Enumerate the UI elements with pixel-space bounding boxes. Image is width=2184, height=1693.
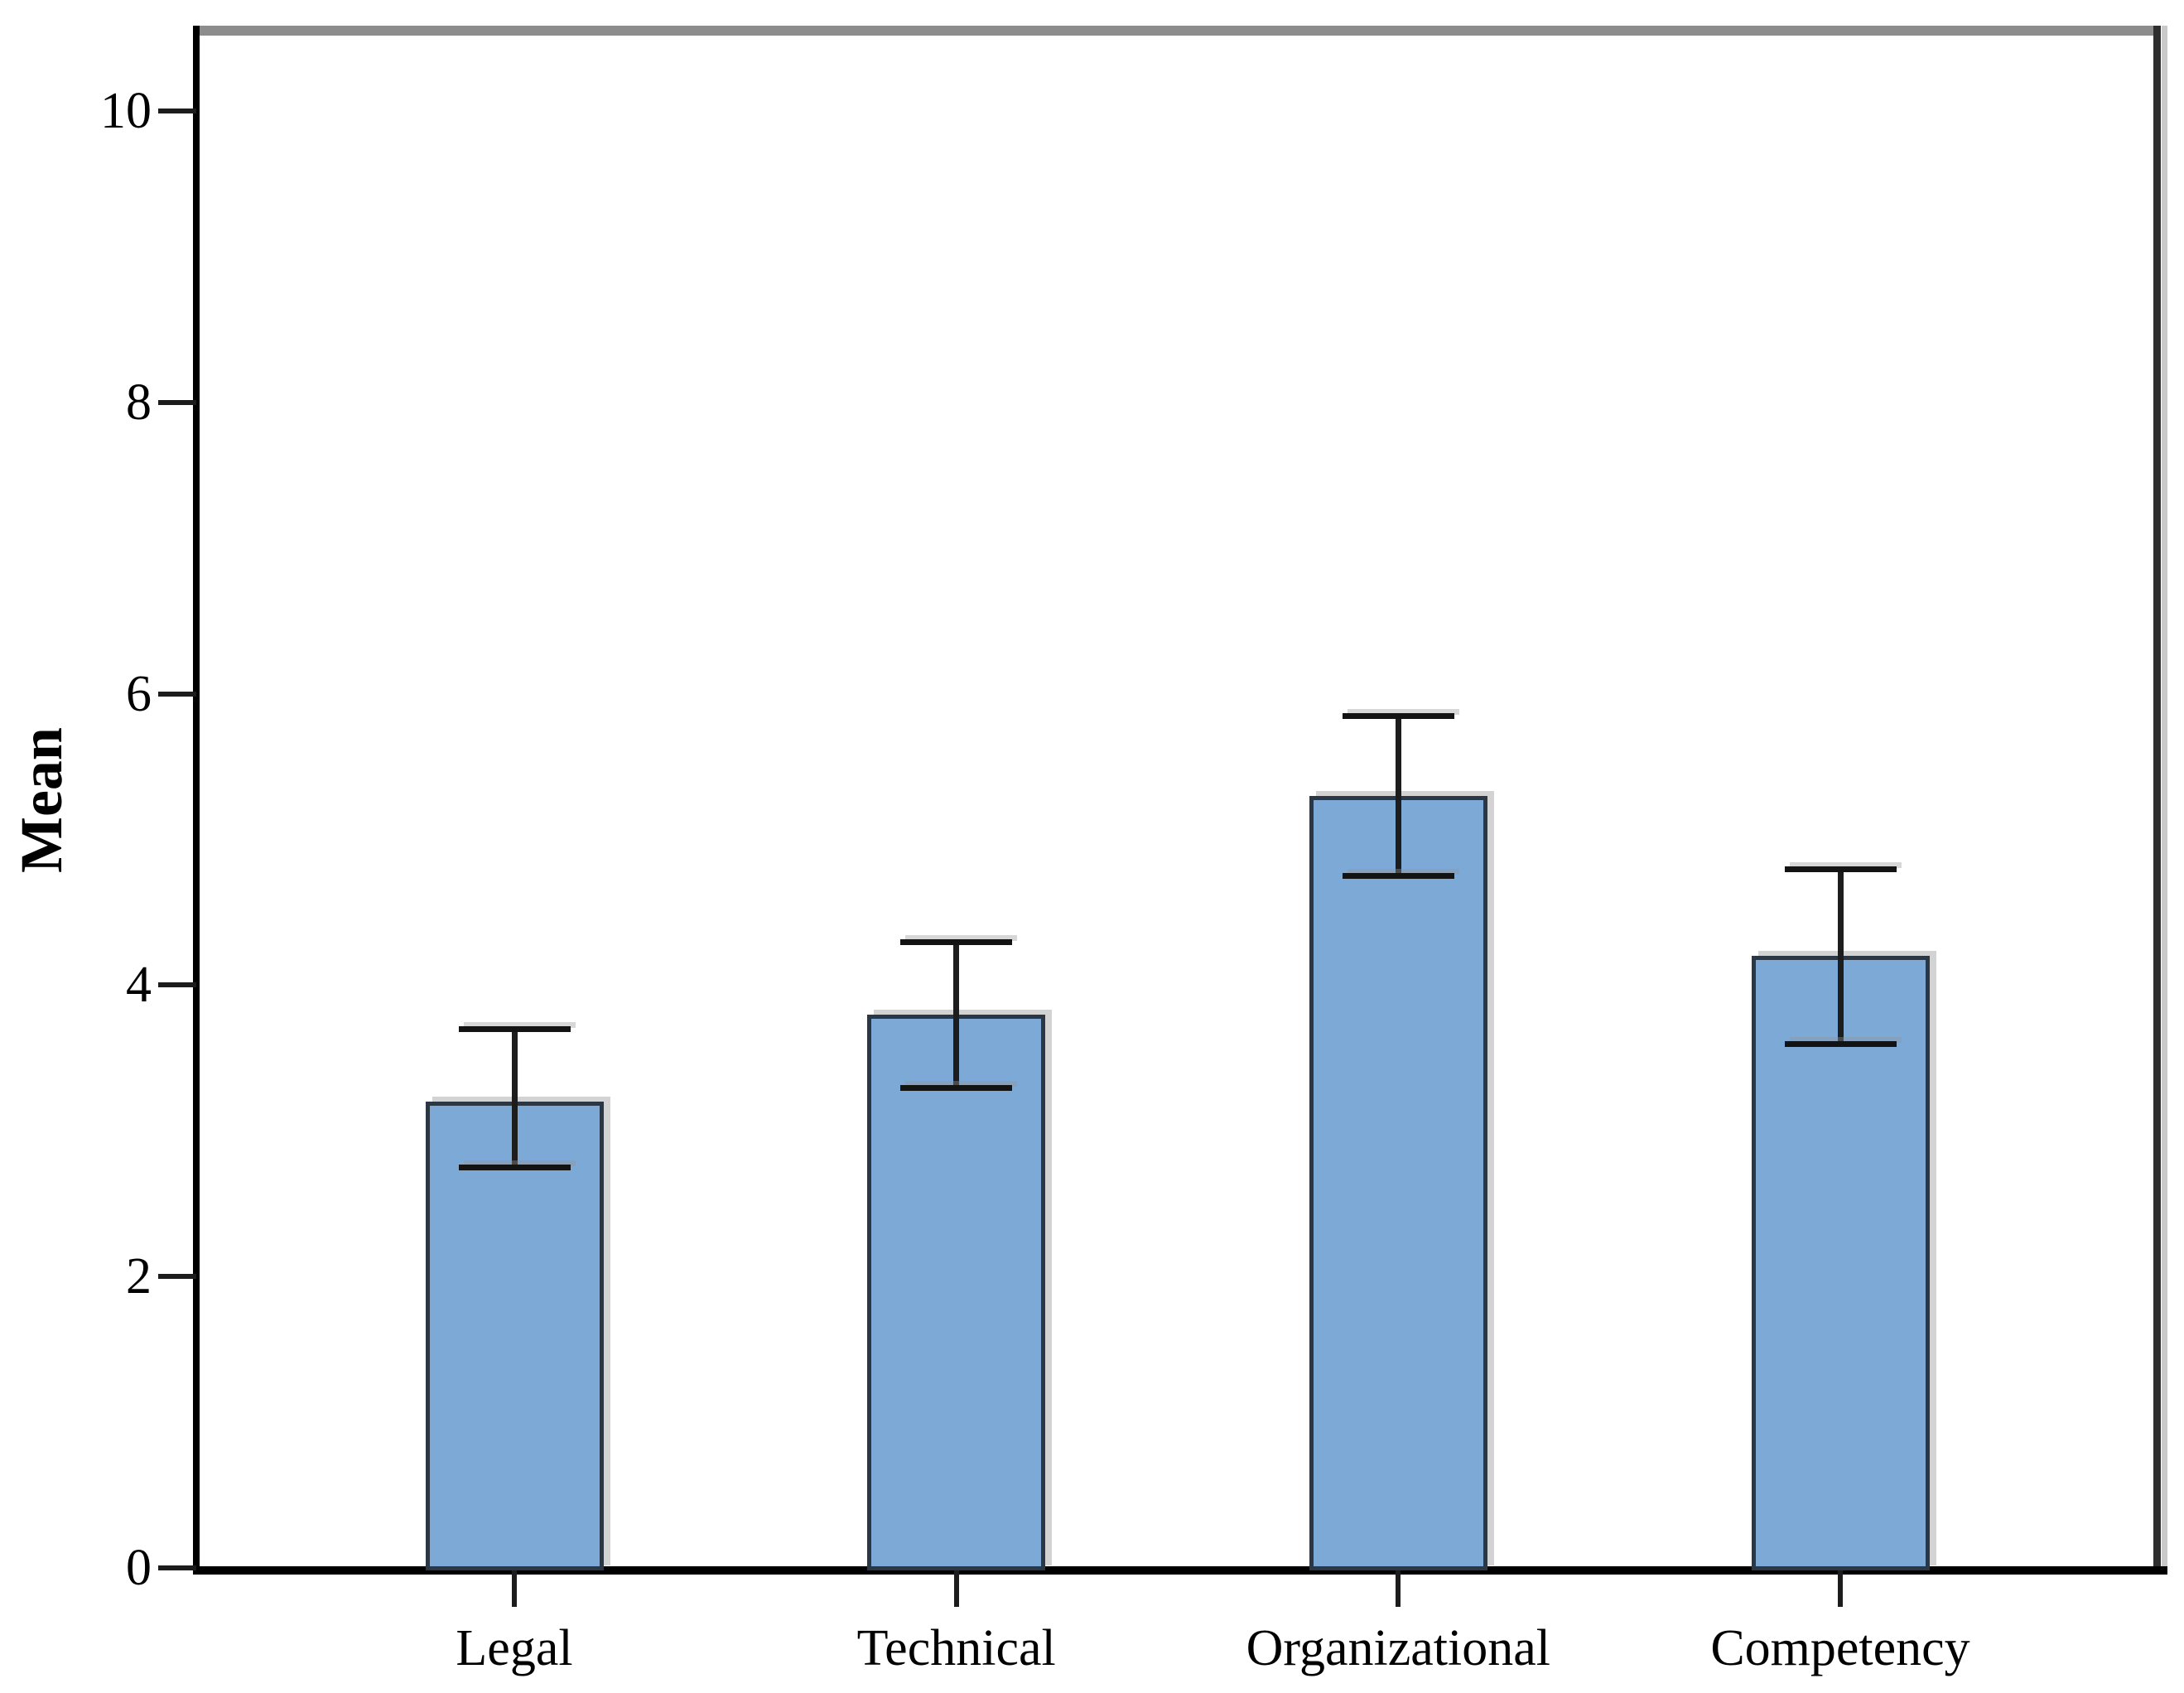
y-tick-label: 8	[126, 374, 152, 431]
plot-frame-right-border	[2153, 26, 2161, 1570]
error-bar-cap-bottom	[900, 1084, 1013, 1091]
y-tick-label: 10	[100, 83, 152, 139]
error-bar-cap-top	[1784, 866, 1897, 872]
x-tick-mark	[1838, 1570, 1843, 1607]
error-bar-cap-top	[458, 1026, 571, 1033]
error-bar-cap-top	[1342, 712, 1454, 719]
error-bar-cap-bottom	[1784, 1040, 1897, 1047]
error-bar-cap-bottom	[1342, 873, 1454, 880]
plot-frame-top-border	[196, 26, 2161, 36]
x-category-label: Technical	[856, 1620, 1056, 1676]
y-tick-label: 6	[126, 665, 152, 722]
bar-legal	[425, 1102, 604, 1570]
plot-frame-right-ghost	[2162, 26, 2167, 1570]
y-tick-mark	[158, 982, 196, 988]
x-category-label: Legal	[456, 1620, 573, 1676]
bar-competency	[1751, 956, 1930, 1570]
y-tick-mark	[158, 1565, 196, 1570]
y-axis-line	[193, 26, 200, 1575]
error-bar	[1395, 715, 1401, 876]
bar-technical	[867, 1014, 1046, 1570]
y-tick-label: 4	[126, 957, 152, 1014]
x-tick-mark	[953, 1570, 959, 1607]
error-bar-cap-bottom	[458, 1165, 571, 1171]
x-category-label: Organizational	[1246, 1620, 1550, 1676]
error-bar-cap-top	[900, 938, 1013, 945]
x-tick-mark	[1396, 1570, 1401, 1607]
x-tick-mark	[512, 1570, 517, 1607]
bar-organizational	[1309, 795, 1487, 1570]
y-tick-mark	[158, 399, 196, 405]
error-bar	[511, 1029, 518, 1168]
y-tick-mark	[158, 1274, 196, 1280]
x-axis-line	[193, 1566, 2167, 1575]
x-category-label: Competency	[1710, 1620, 1970, 1676]
y-tick-label: 2	[126, 1248, 152, 1305]
error-bar	[953, 941, 960, 1088]
error-bar	[1837, 868, 1844, 1044]
y-tick-mark	[158, 109, 196, 113]
y-tick-mark	[158, 691, 196, 697]
y-tick-label: 0	[126, 1540, 152, 1596]
